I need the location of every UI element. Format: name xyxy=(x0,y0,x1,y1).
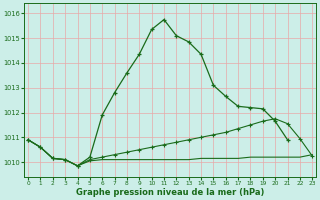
X-axis label: Graphe pression niveau de la mer (hPa): Graphe pression niveau de la mer (hPa) xyxy=(76,188,264,197)
